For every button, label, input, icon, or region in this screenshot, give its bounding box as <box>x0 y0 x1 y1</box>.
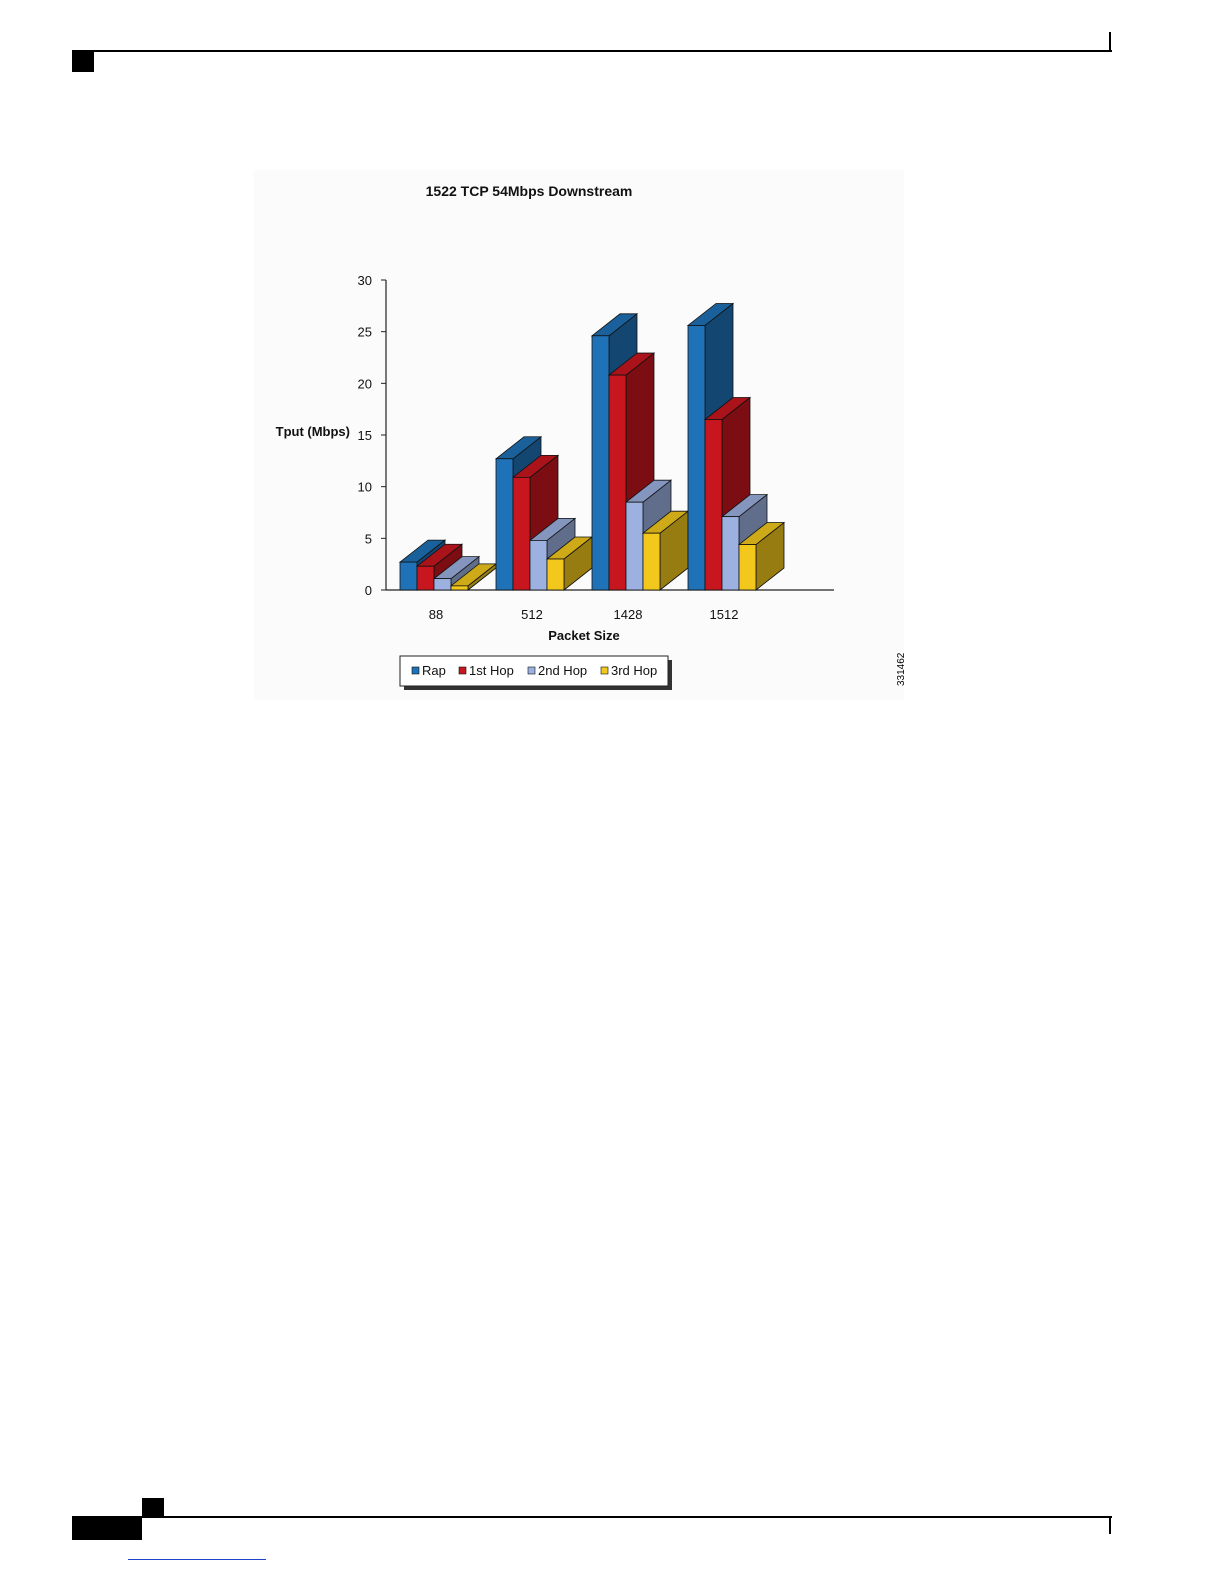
legend: Rap 1st Hop 2nd Hop 3rd Hop <box>399 655 672 690</box>
bar-front-face <box>738 544 757 591</box>
legend-label: 1st Hop <box>469 663 514 678</box>
bar-front-face <box>450 585 469 591</box>
bar-front-face <box>625 501 644 591</box>
legend-label: 2nd Hop <box>538 663 587 678</box>
bar-front-face <box>704 419 723 591</box>
header-rule <box>72 50 1112 52</box>
bar-front-face <box>399 561 418 591</box>
footer-marker-tab <box>142 1498 164 1518</box>
legend-swatch <box>527 666 536 675</box>
bar-front-face <box>495 458 514 591</box>
legend-swatch <box>411 666 420 675</box>
chart-title: 1522 TCP 54Mbps Downstream <box>426 183 633 199</box>
y-tick-label: 20 <box>358 376 372 391</box>
chart-figure: 1522 TCP 54Mbps Downstream 0 5 10 15 20 25 30 8… <box>254 170 904 700</box>
footer-marker-block <box>72 1518 142 1540</box>
bar-front-face <box>529 539 548 591</box>
bar <box>737 521 786 591</box>
footer-rule <box>72 1516 1112 1518</box>
x-tick-label: 88 <box>429 607 443 622</box>
bar-front-face <box>608 374 627 591</box>
axes: 0 5 10 15 20 25 30 88 512 1428 1512 <box>358 273 834 622</box>
bar-front-face <box>591 335 610 591</box>
bar <box>641 510 690 591</box>
y-axis-label: Tput (Mbps) <box>276 424 350 439</box>
header-tick <box>1109 32 1111 50</box>
legend-label: 3rd Hop <box>611 663 657 678</box>
x-axis-label: Packet Size <box>548 628 620 643</box>
footer-tick <box>1109 1518 1111 1534</box>
bar-front-face <box>433 578 452 591</box>
x-tick-label: 512 <box>521 607 543 622</box>
bar-front-face <box>416 565 435 591</box>
figure-id: 331462 <box>896 652 907 686</box>
bars <box>398 302 786 591</box>
bar-front-face <box>687 325 706 591</box>
bar-front-face <box>721 516 740 591</box>
y-tick-label: 30 <box>358 273 372 288</box>
chart-svg: 1522 TCP 54Mbps Downstream 0 5 10 15 20 25 30 8… <box>276 183 834 690</box>
bar-front-face <box>512 476 531 591</box>
legend-label: Rap <box>422 663 446 678</box>
y-tick-label: 15 <box>358 428 372 443</box>
y-tick-label: 0 <box>365 583 372 598</box>
legend-swatch <box>458 666 467 675</box>
y-tick-label: 25 <box>358 325 372 340</box>
x-tick-label: 1428 <box>614 607 643 622</box>
footer-link-underline[interactable] <box>128 1559 266 1560</box>
header-marker-block <box>72 52 94 72</box>
bar-front-face <box>546 558 565 591</box>
legend-swatch <box>600 666 609 675</box>
y-tick-label: 5 <box>365 531 372 546</box>
y-tick-label: 10 <box>358 480 372 495</box>
bar-front-face <box>642 532 661 591</box>
x-tick-label: 1512 <box>710 607 739 622</box>
